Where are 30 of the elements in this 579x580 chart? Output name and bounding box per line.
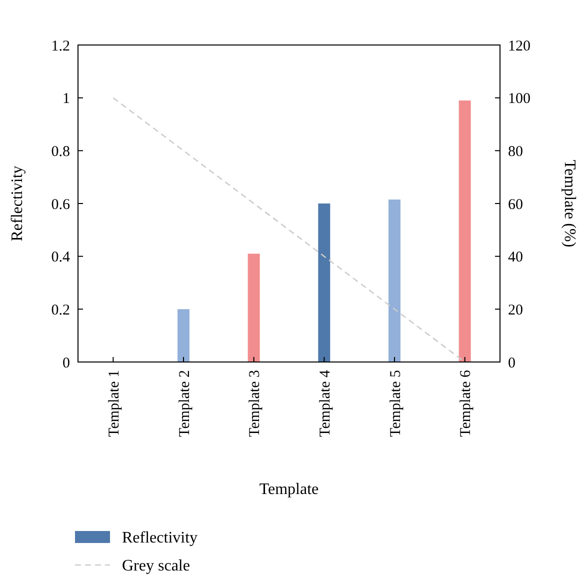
legend-label: Grey scale	[122, 558, 190, 575]
y2-tick-label: 60	[508, 196, 523, 213]
x-tick-label: Template 6	[458, 370, 474, 437]
x-axis-title: Template	[259, 481, 319, 498]
x-tick-label: Template 5	[388, 370, 404, 437]
y-tick-label: 1	[62, 91, 70, 108]
x-tick-label: Template 4	[317, 370, 334, 437]
legend-label: Reflectivity	[122, 530, 198, 547]
y-tick-label: 0.2	[51, 302, 70, 318]
y2-tick-label: 0	[508, 355, 516, 372]
bar	[248, 254, 260, 362]
bar	[318, 204, 330, 362]
y-axis-title: Reflectivity	[9, 166, 26, 242]
bar	[388, 200, 400, 362]
x-tick-label: Template 2	[176, 370, 193, 437]
y-tick-label: 1.2	[51, 38, 70, 54]
y-tick-label: 0.6	[51, 196, 70, 213]
y-tick-label: 0	[62, 355, 70, 372]
y-tick-label: 0.8	[51, 144, 70, 160]
y-tick-label: 0.4	[51, 250, 70, 266]
y2-tick-label: 100	[508, 91, 530, 108]
y2-axis-title: Template (%)	[561, 160, 578, 248]
y2-tick-label: 120	[508, 38, 530, 54]
bar	[178, 309, 190, 362]
x-tick-label: Template 3	[247, 370, 264, 437]
y2-tick-label: 80	[508, 144, 523, 160]
y2-tick-label: 20	[508, 302, 523, 318]
y2-tick-label: 40	[508, 250, 523, 266]
bar	[458, 100, 471, 362]
x-tick-label: Template 1	[106, 370, 122, 437]
